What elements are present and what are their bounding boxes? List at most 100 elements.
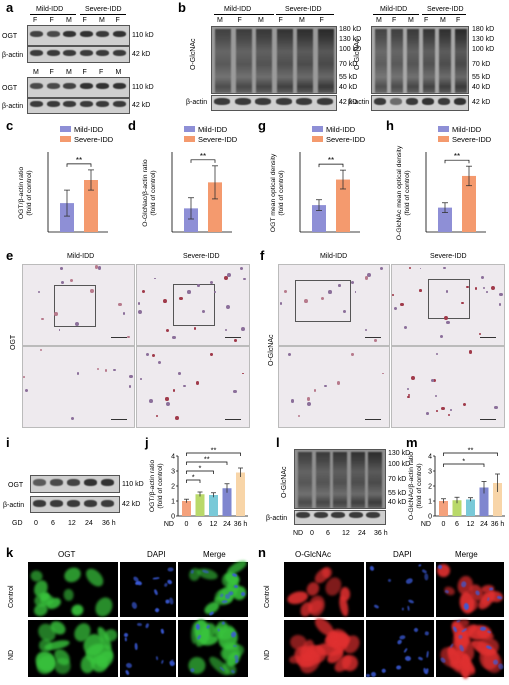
n-dapi-header: DAPI bbox=[393, 550, 412, 559]
legend-label: Severe-IDD bbox=[452, 135, 492, 144]
blot-band bbox=[63, 31, 76, 37]
fluorescent-cell bbox=[122, 632, 129, 638]
y-axis-label: O-GlcNac/β-actin ratio bbox=[142, 159, 149, 227]
stained-cell bbox=[193, 327, 196, 330]
legend-swatch bbox=[438, 136, 449, 142]
stained-cell bbox=[226, 305, 231, 310]
smear-lane bbox=[375, 29, 387, 93]
stained-cell bbox=[435, 394, 438, 397]
ihc-e-mild-label: Mild-IDD bbox=[67, 253, 95, 260]
mw-42-b1: 42 kD bbox=[339, 99, 358, 106]
stained-cell bbox=[165, 401, 170, 406]
y-tick-label: 1 bbox=[428, 499, 432, 506]
blot-band bbox=[63, 83, 76, 89]
mw-100-b2: 100 kD bbox=[472, 46, 495, 53]
fluorescent-cell bbox=[208, 610, 215, 617]
stained-cell bbox=[113, 368, 116, 372]
blot-band bbox=[313, 512, 328, 518]
lane-label: F bbox=[278, 17, 283, 24]
stained-cell bbox=[403, 325, 407, 329]
legend-label: Mild-IDD bbox=[74, 125, 104, 134]
y-tick-label: 3 bbox=[428, 469, 432, 476]
stained-cell bbox=[172, 336, 176, 340]
legend-swatch bbox=[312, 126, 323, 132]
lane-label: M bbox=[408, 17, 414, 24]
smear-lane bbox=[235, 29, 252, 93]
fluorescent-cell bbox=[54, 657, 72, 675]
bar bbox=[184, 208, 198, 232]
stained-cell bbox=[195, 381, 200, 385]
l-mw-70: 70 kD bbox=[388, 476, 407, 483]
significance-bracket bbox=[186, 452, 241, 456]
fluorescent-cell bbox=[169, 597, 175, 605]
y-axis-label: (fold of control) bbox=[157, 463, 164, 508]
stained-cell bbox=[479, 332, 482, 335]
x-tick-label: 0 bbox=[185, 521, 189, 528]
stained-cell bbox=[172, 389, 176, 392]
blot-band bbox=[79, 50, 93, 56]
y-axis-label: (fold of control) bbox=[150, 170, 157, 215]
lane-label: F bbox=[82, 69, 87, 76]
k-nd-merge bbox=[178, 618, 248, 679]
stained-cell bbox=[461, 302, 464, 305]
lane-label: F bbox=[49, 69, 54, 76]
stained-cell bbox=[447, 413, 451, 417]
group-label-severe-b2: Severe-IDD bbox=[427, 6, 464, 13]
legend-label: Severe-IDD bbox=[198, 135, 238, 144]
significance-bracket bbox=[186, 479, 201, 483]
group-line-mild bbox=[30, 14, 76, 15]
stained-cell bbox=[350, 280, 355, 285]
blot-band bbox=[96, 83, 109, 89]
stained-cell bbox=[324, 384, 327, 388]
fluorescent-cell bbox=[425, 650, 429, 658]
stained-cell bbox=[162, 298, 167, 303]
stained-cell bbox=[243, 277, 247, 281]
ihc-f-severe-low bbox=[391, 264, 505, 346]
blot-band bbox=[84, 479, 97, 486]
scale-bar bbox=[365, 337, 381, 338]
y-axis-label: O-GlcNAc mean optical density bbox=[396, 145, 403, 240]
y-axis-label: O-GlcNAc/β-actin ratio bbox=[408, 452, 415, 520]
stained-cell bbox=[24, 389, 29, 393]
smear-lane bbox=[298, 452, 312, 508]
lane-label: M bbox=[115, 69, 122, 76]
fluorescent-cell bbox=[425, 668, 430, 675]
stained-cell bbox=[224, 276, 228, 280]
stained-cell bbox=[446, 320, 450, 324]
legend-swatch bbox=[438, 126, 449, 132]
n-merge-header: Merge bbox=[455, 550, 478, 559]
k-ogt-header: OGT bbox=[58, 550, 76, 559]
lane-label: M bbox=[440, 17, 446, 24]
blot-band bbox=[30, 101, 43, 107]
panel-label-k: k bbox=[6, 545, 14, 560]
blot-band bbox=[96, 50, 109, 56]
n-row-nd: ND bbox=[264, 649, 271, 660]
stained-cell bbox=[364, 276, 369, 280]
ihc-e-mild-low bbox=[22, 264, 135, 346]
panel-label-f: f bbox=[260, 248, 265, 263]
panel-label-i: i bbox=[6, 435, 10, 450]
stained-cell bbox=[166, 329, 170, 332]
n-control-merge bbox=[435, 562, 504, 617]
n-row-control: Control bbox=[264, 585, 271, 608]
fluorescent-cell bbox=[70, 603, 86, 618]
mw-110-a2: 110 kD bbox=[132, 84, 154, 91]
mw-55-b1: 55 kD bbox=[339, 74, 358, 81]
lane-label: 12 bbox=[68, 520, 76, 527]
blot-band bbox=[67, 479, 80, 486]
significance-label: * bbox=[199, 464, 202, 473]
stained-cell bbox=[283, 289, 288, 294]
l-blot-oglcnac bbox=[294, 449, 386, 509]
k-nd-dapi bbox=[120, 620, 176, 677]
stained-cell bbox=[304, 298, 309, 303]
stained-cell bbox=[240, 326, 245, 331]
smear-lane bbox=[297, 29, 313, 93]
i-actin-label: β-actin bbox=[3, 502, 25, 509]
blot-band bbox=[46, 31, 60, 37]
stained-cell bbox=[38, 290, 41, 294]
stained-cell bbox=[400, 302, 404, 307]
blot-band bbox=[30, 50, 43, 56]
fluorescent-cell bbox=[373, 604, 379, 610]
lane-label: F bbox=[115, 17, 120, 24]
